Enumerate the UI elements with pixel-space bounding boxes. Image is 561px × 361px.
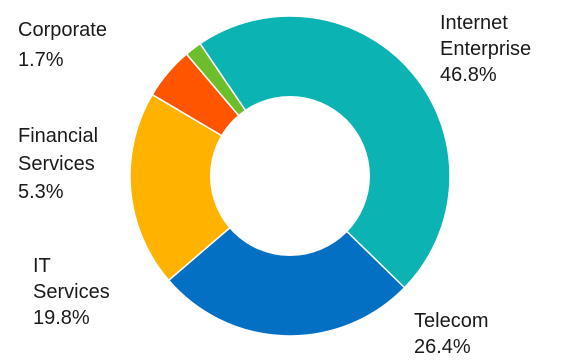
label-financial-services: Financial Services 5.3% bbox=[18, 125, 98, 203]
category-label-line: Services bbox=[18, 153, 95, 175]
slice-telecom bbox=[167, 174, 406, 337]
value-label: 1.7% bbox=[18, 49, 64, 71]
category-label-line: Telecom bbox=[414, 310, 488, 332]
category-label-line: IT bbox=[33, 255, 51, 277]
value-label: 26.4% bbox=[414, 336, 471, 358]
slice-it-services bbox=[129, 93, 292, 282]
value-label: 19.8% bbox=[33, 307, 90, 329]
category-label-line: Enterprise bbox=[440, 38, 531, 60]
category-label-line: Internet bbox=[440, 12, 508, 34]
label-telecom: Telecom 26.4% bbox=[414, 310, 488, 358]
labels-group: Internet Enterprise 46.8% Telecom 26.4% IT Ser… bbox=[18, 12, 531, 358]
category-label-line: Financial bbox=[18, 125, 98, 147]
value-label: 46.8% bbox=[440, 64, 497, 86]
label-corporate: Corporate 1.7% bbox=[18, 19, 107, 71]
category-label-line: Corporate bbox=[18, 19, 107, 41]
category-label-line: Services bbox=[33, 281, 110, 303]
label-internet-enterprise: Internet Enterprise 46.8% bbox=[440, 12, 531, 86]
donut-hole bbox=[210, 96, 370, 256]
label-it-services: IT Services 19.8% bbox=[33, 255, 110, 329]
value-label: 5.3% bbox=[18, 181, 64, 203]
